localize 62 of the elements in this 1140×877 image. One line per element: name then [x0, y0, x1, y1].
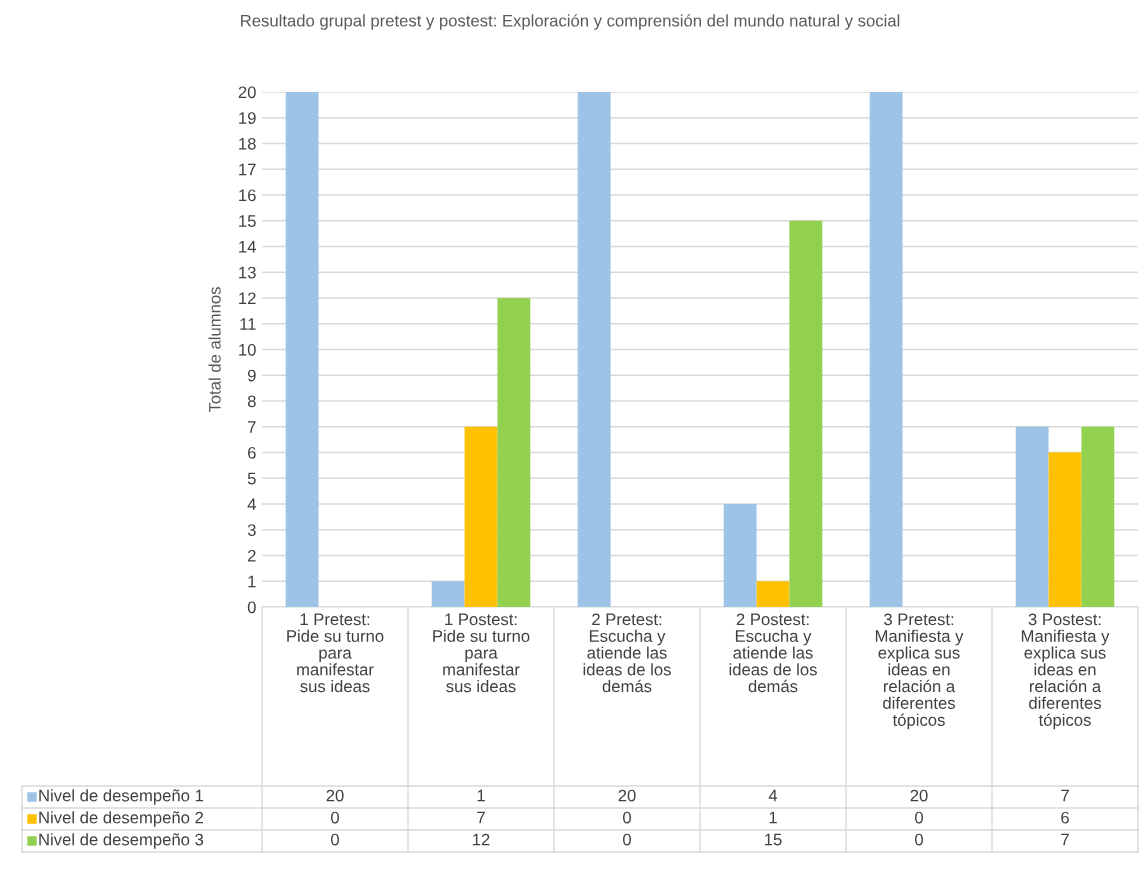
- data-label: 12: [473, 833, 490, 846]
- y-tick-label: 2: [248, 549, 256, 562]
- y-tick-label: 5: [247, 472, 256, 485]
- data-label: 0: [623, 811, 631, 824]
- data-label: 0: [623, 833, 631, 846]
- y-tick-label: 13: [239, 266, 256, 279]
- bar: [431, 581, 465, 607]
- bar: [869, 92, 903, 607]
- bar: [1015, 426, 1049, 607]
- data-label: 7: [1061, 789, 1069, 802]
- y-tick-label: 16: [239, 189, 256, 202]
- y-tick-label: 18: [239, 137, 256, 150]
- y-tick-label: 15: [239, 215, 256, 227]
- legend-label: Nivel de desempeño 3: [39, 833, 204, 849]
- data-label: 7: [477, 811, 485, 824]
- y-tick-label: 7: [248, 421, 256, 433]
- bar: [756, 581, 790, 607]
- data-label: 0: [915, 811, 923, 824]
- bar: [789, 220, 823, 607]
- bar: [577, 92, 611, 607]
- x-tick-label: 2 Postest: Escucha y atiende las ideas de los demás: [729, 613, 817, 693]
- x-tick-label: 3 Postest: Manifiesta y explica sus ideas en relación a diferentes tópicos: [1021, 613, 1110, 730]
- y-tick-label: 0: [247, 601, 256, 614]
- data-label: 15: [765, 833, 782, 846]
- y-tick-label: 4: [247, 498, 256, 511]
- x-tick-label: 1 Pretest: Pide su turno para manifestar sus ideas: [287, 613, 384, 693]
- x-tick-label: 3 Pretest: Manifiesta y explica sus ideas en relación a diferentes tópicos: [875, 613, 964, 730]
- data-label: 1: [477, 789, 485, 802]
- bar: [285, 92, 319, 607]
- y-tick-label: 8: [247, 395, 256, 408]
- y-tick-label: 10: [239, 343, 256, 356]
- x-tick-label: 1 Postest: Pide su turno para manifestar sus ideas: [433, 613, 530, 693]
- data-label: 1: [769, 811, 777, 824]
- chart-title: Resultado grupal pretest y postest: Exploración y comprensión del mundo natural y social: [241, 14, 900, 30]
- y-tick-label: 1: [248, 575, 256, 588]
- data-label: 7: [1061, 833, 1069, 846]
- data-label: 20: [618, 789, 636, 802]
- y-tick-label: 3: [247, 524, 256, 536]
- bar: [723, 504, 757, 607]
- y-tick-label: 11: [240, 318, 256, 330]
- y-tick-label: 12: [239, 292, 256, 305]
- data-label: 0: [915, 833, 923, 846]
- x-tick-label: 2 Pretest: Escucha y atiende las ideas de los demás: [583, 613, 671, 693]
- bar: [497, 298, 531, 607]
- y-tick-label: 19: [239, 112, 256, 124]
- y-tick-label: 20: [238, 86, 256, 99]
- data-label: 4: [768, 789, 778, 802]
- legend-label: Nivel de desempeño 1: [39, 789, 204, 805]
- data-label: 0: [331, 833, 339, 846]
- data-label: 0: [331, 811, 339, 824]
- y-axis-title: Total de alumnos: [208, 287, 221, 413]
- data-label: 20: [326, 789, 344, 802]
- data-label: 20: [910, 789, 928, 802]
- bar: [464, 426, 498, 607]
- data-label: 6: [1061, 811, 1069, 824]
- y-tick-label: 6: [248, 446, 256, 459]
- bar: [1081, 426, 1115, 607]
- y-tick-label: 9: [247, 369, 256, 382]
- bar: [1048, 452, 1082, 607]
- y-tick-label: 14: [239, 241, 256, 253]
- y-tick-label: 17: [239, 163, 256, 176]
- legend-label: Nivel de desempeño 2: [39, 811, 204, 827]
